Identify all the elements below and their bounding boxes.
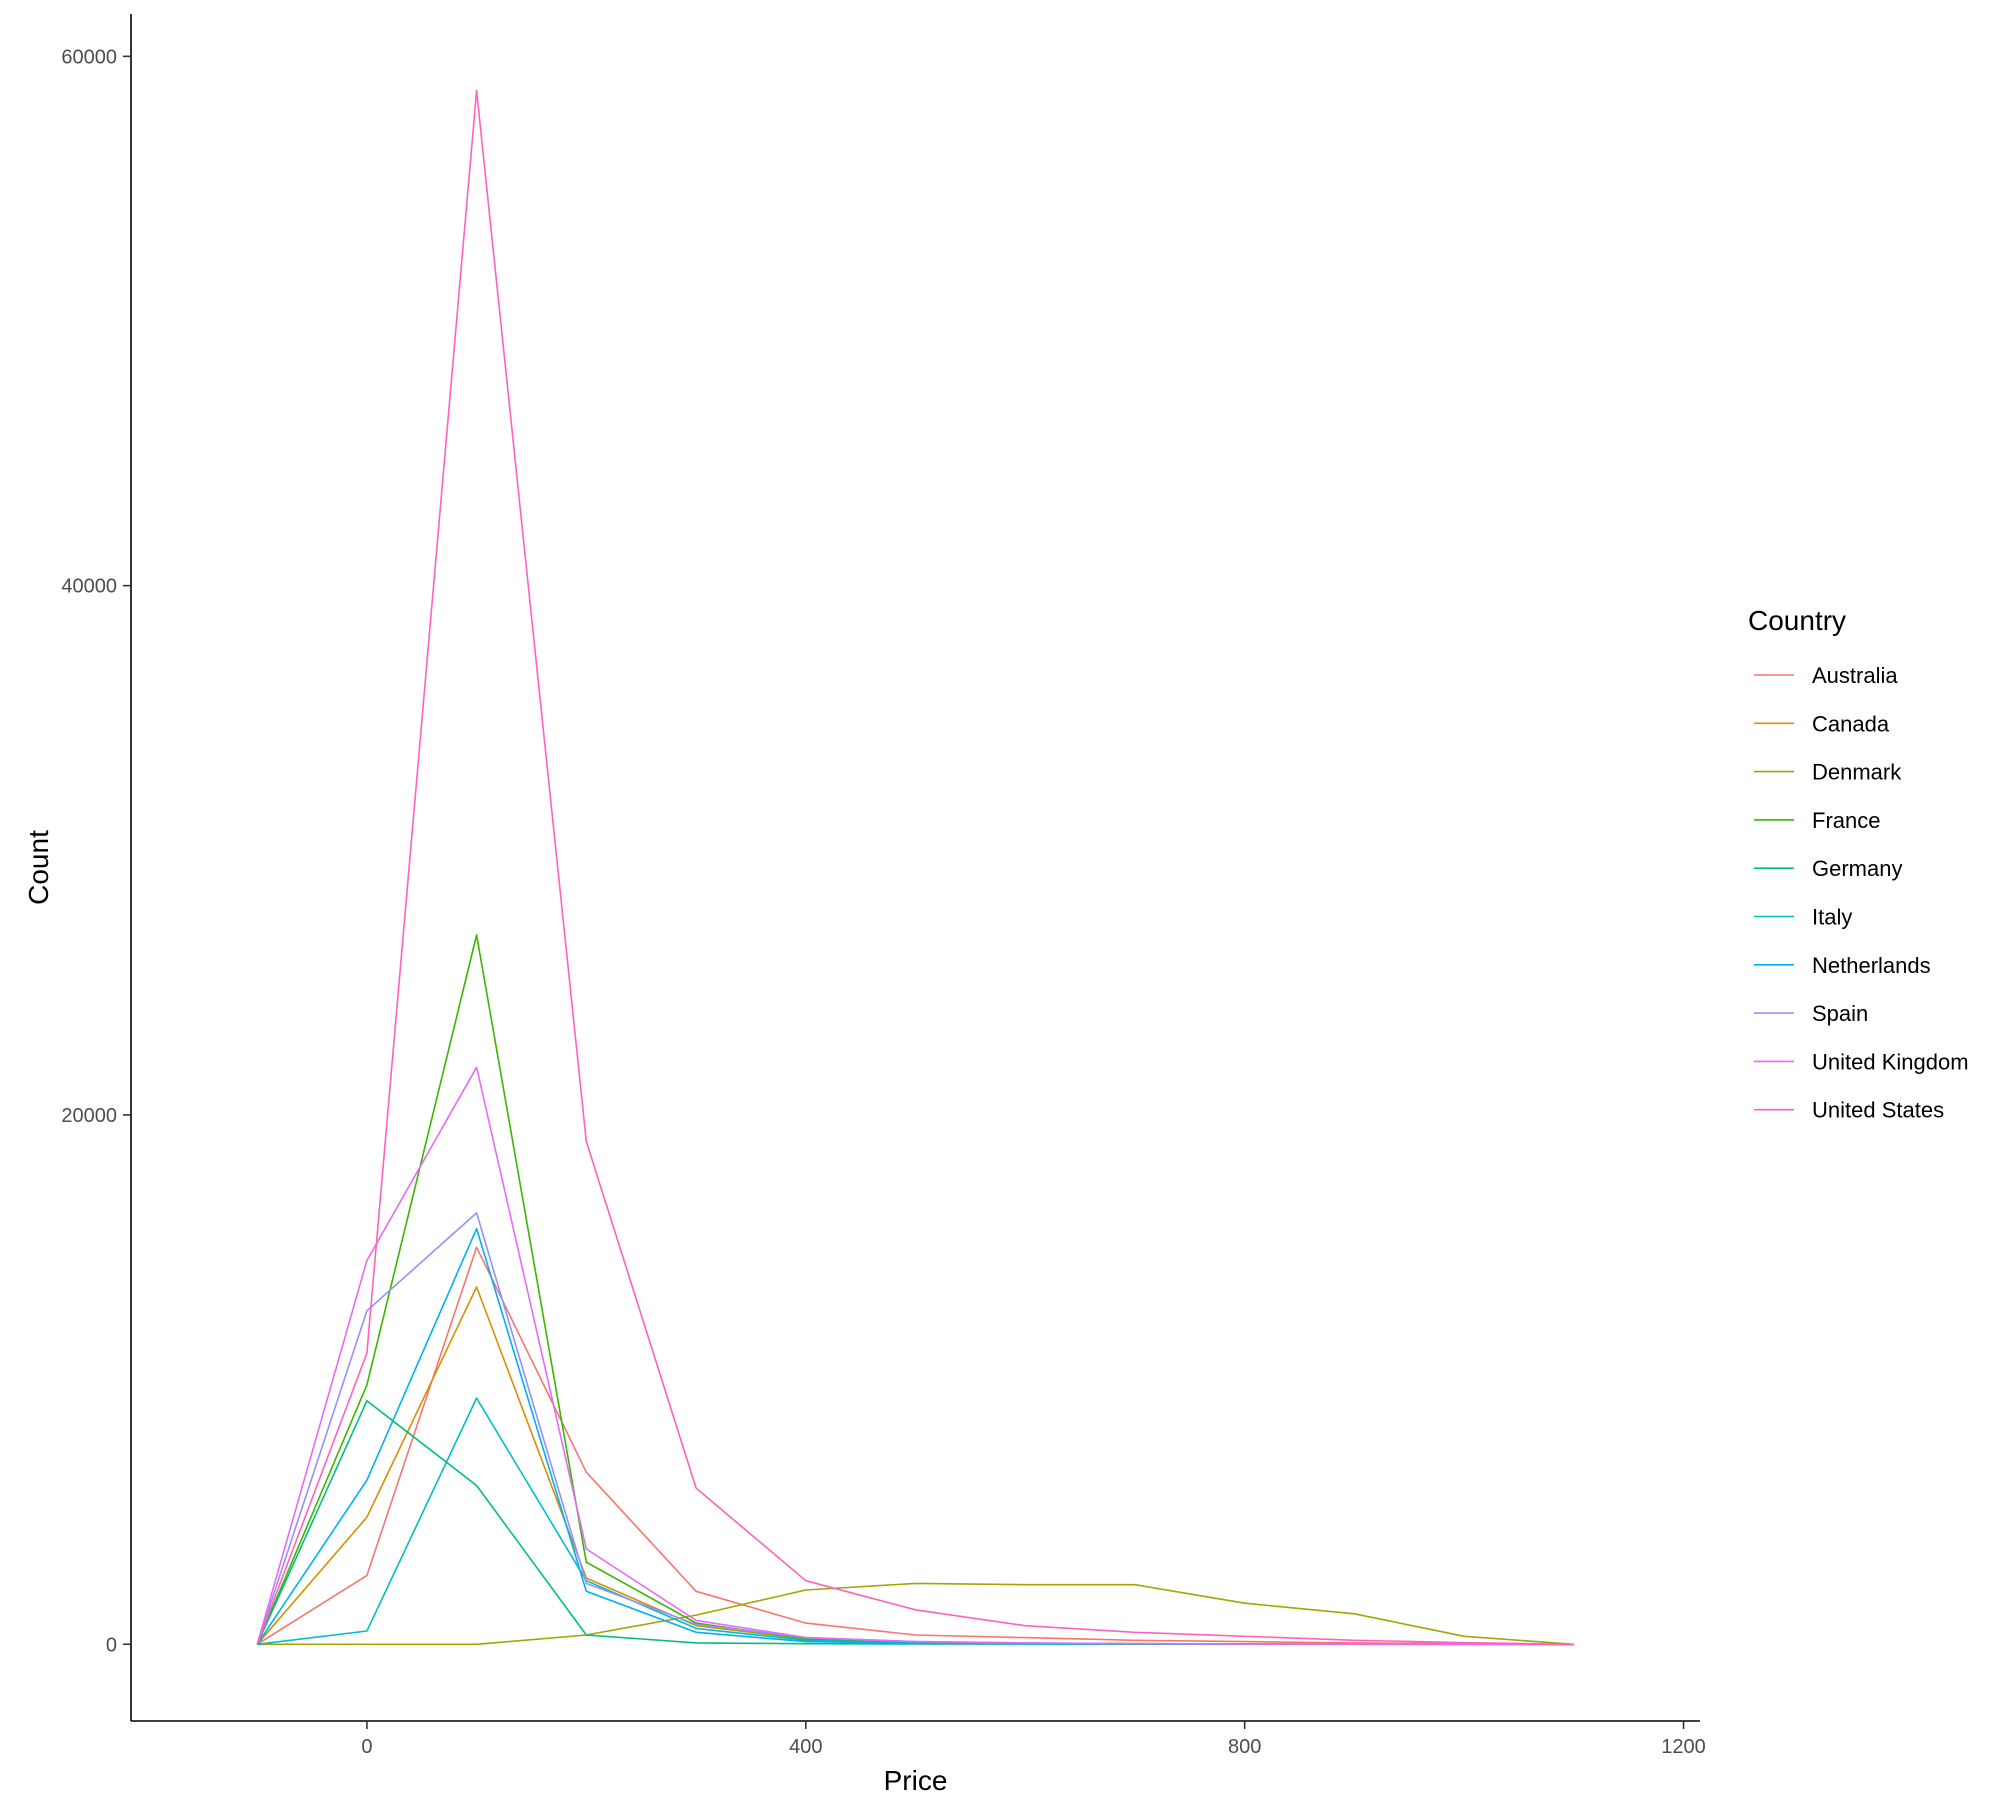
y-axis-ticks: 0 20000 40000 60000 <box>61 46 131 1656</box>
x-axis-title: Price <box>884 1765 948 1796</box>
series-line-denmark <box>257 1582 1574 1646</box>
y-tick-label: 0 <box>106 1634 117 1656</box>
legend-title: Country <box>1748 605 1846 636</box>
series-line-germany <box>256 1400 1574 1646</box>
x-tick-label: 400 <box>789 1736 822 1758</box>
series-line-united-states <box>256 89 1574 1646</box>
series-line-united-kingdom <box>256 1066 1574 1646</box>
legend-items: Australia Canada Denmark France Germany Italy… <box>1754 663 1969 1123</box>
x-tick-label: 800 <box>1228 1736 1261 1758</box>
y-axis-title: Count <box>23 830 54 905</box>
legend-label: Canada <box>1812 711 1890 736</box>
legend-label: Australia <box>1812 663 1898 688</box>
x-axis-ticks: 0 400 800 1200 <box>361 1721 1706 1758</box>
legend-label: Netherlands <box>1812 953 1931 978</box>
series-line-canada <box>256 1286 1574 1646</box>
series-line-australia <box>256 1246 1574 1646</box>
legend-label: Spain <box>1812 1001 1868 1026</box>
series-line-france <box>256 934 1574 1646</box>
legend: Country Australia Canada Denmark France Germ… <box>1748 605 1969 1123</box>
series-line-netherlands <box>256 1227 1574 1646</box>
series-lines <box>256 89 1574 1646</box>
legend-label: United Kingdom <box>1812 1049 1969 1074</box>
legend-label: France <box>1812 808 1880 833</box>
y-tick-label: 60000 <box>61 46 117 68</box>
axes <box>130 14 1700 1722</box>
legend-label: Germany <box>1812 856 1902 881</box>
y-tick-label: 20000 <box>61 1105 117 1127</box>
x-tick-label: 1200 <box>1661 1736 1706 1758</box>
x-tick-label: 0 <box>361 1736 372 1758</box>
series-line-italy <box>257 1397 1574 1646</box>
legend-label: Italy <box>1812 905 1852 930</box>
legend-label: Denmark <box>1812 760 1902 785</box>
y-tick-label: 40000 <box>61 576 117 598</box>
legend-label: United States <box>1812 1098 1944 1123</box>
